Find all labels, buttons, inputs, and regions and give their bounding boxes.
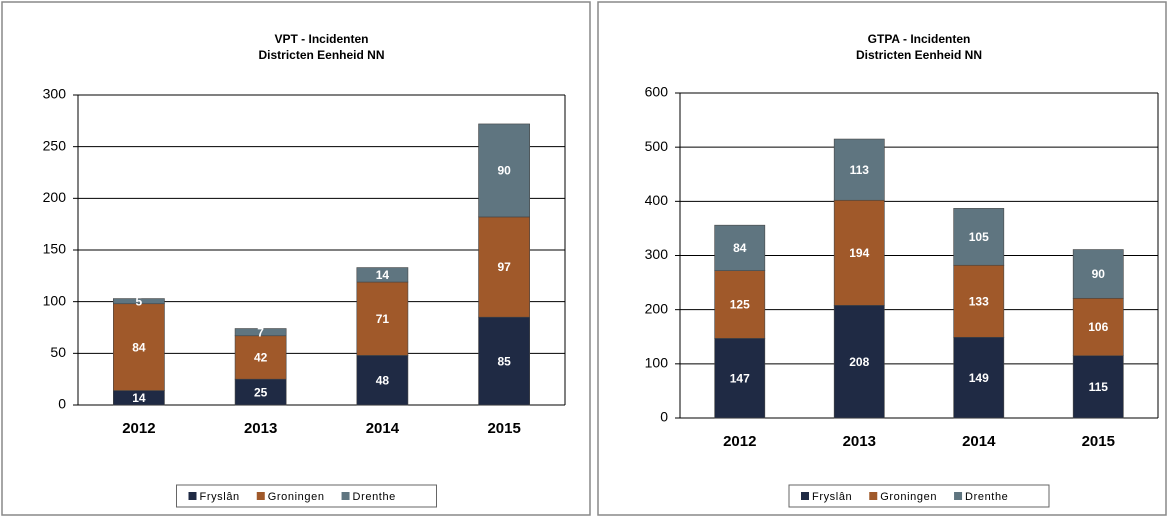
legend-label: Groningen bbox=[268, 491, 325, 503]
bar-segment bbox=[1072, 297, 1124, 357]
bar-segment bbox=[714, 338, 766, 419]
x-tick-label: 2014 bbox=[962, 433, 996, 450]
data-label: 84 bbox=[733, 241, 747, 255]
data-label: 208 bbox=[849, 355, 869, 369]
bar-segment bbox=[234, 335, 287, 380]
data-label: 90 bbox=[497, 164, 511, 178]
chart-subtitle: Districten Eenheid NN bbox=[856, 48, 982, 62]
x-tick-label: 2015 bbox=[1082, 433, 1115, 450]
bar-segment bbox=[714, 224, 766, 271]
data-label: 14 bbox=[132, 391, 146, 405]
legend-label: Drenthe bbox=[353, 491, 396, 503]
y-tick-label: 50 bbox=[50, 344, 66, 360]
bar-segment bbox=[356, 355, 409, 406]
bar-segment bbox=[113, 298, 165, 305]
data-label: 106 bbox=[1088, 320, 1108, 334]
data-label: 25 bbox=[254, 385, 268, 399]
bar-segment bbox=[113, 303, 165, 391]
y-tick-label: 500 bbox=[645, 138, 669, 154]
x-tick-label: 2012 bbox=[723, 433, 756, 450]
data-label: 194 bbox=[849, 246, 869, 260]
data-label: 113 bbox=[850, 163, 870, 177]
legend-swatch bbox=[188, 492, 197, 500]
bar-segment bbox=[833, 305, 885, 419]
data-label: 71 bbox=[376, 312, 390, 326]
y-tick-label: 0 bbox=[660, 409, 668, 425]
data-label: 149 bbox=[969, 371, 989, 385]
bar-segment bbox=[1072, 355, 1124, 419]
legend-swatch bbox=[256, 492, 265, 500]
data-label: 133 bbox=[969, 294, 989, 308]
x-tick-label: 2013 bbox=[843, 433, 876, 450]
legend-swatch bbox=[801, 492, 809, 500]
bar-segment bbox=[953, 336, 1005, 419]
bar-segment bbox=[234, 328, 287, 337]
legend-label: Groningen bbox=[880, 491, 937, 503]
legend-label: Drenthe bbox=[965, 491, 1008, 503]
data-label: 147 bbox=[730, 371, 750, 385]
y-tick-label: 100 bbox=[43, 292, 67, 308]
chart-subtitle: Districten Eenheid NN bbox=[258, 48, 384, 62]
data-label: 14 bbox=[376, 268, 390, 282]
y-tick-label: 200 bbox=[645, 300, 669, 316]
data-label: 48 bbox=[376, 373, 390, 387]
legend-box bbox=[176, 484, 437, 508]
bar-segment bbox=[714, 270, 766, 339]
data-label: 115 bbox=[1089, 380, 1109, 394]
bar-segment bbox=[478, 316, 530, 406]
y-tick-label: 0 bbox=[58, 396, 66, 412]
bar-segment bbox=[833, 199, 885, 306]
x-tick-label: 2013 bbox=[244, 420, 277, 437]
legend-swatch bbox=[341, 492, 350, 500]
data-label: 90 bbox=[1092, 267, 1106, 281]
chart-title: VPT - Incidenten bbox=[274, 32, 368, 46]
y-tick-label: 600 bbox=[645, 84, 669, 100]
y-tick-label: 200 bbox=[43, 189, 67, 205]
data-label: 97 bbox=[497, 260, 511, 274]
data-label: 42 bbox=[254, 351, 268, 365]
x-tick-label: 2015 bbox=[487, 420, 520, 437]
legend-label: Fryslân bbox=[200, 491, 240, 503]
bar-segment bbox=[1072, 249, 1124, 299]
bar-segment bbox=[953, 208, 1005, 266]
data-label: 84 bbox=[132, 340, 146, 354]
bar-segment bbox=[356, 267, 409, 283]
x-tick-label: 2014 bbox=[366, 420, 400, 437]
chart-panel: VPT - Incidenten Districten Eenheid NN 0 50… bbox=[1, 1, 591, 516]
y-tick-label: 150 bbox=[43, 241, 67, 257]
bar-segment bbox=[356, 281, 409, 356]
y-tick-label: 300 bbox=[43, 86, 67, 102]
legend-label: Fryslân bbox=[812, 491, 852, 503]
bar-segment bbox=[234, 378, 287, 406]
y-tick-label: 400 bbox=[645, 192, 669, 208]
bar-segment bbox=[953, 264, 1005, 338]
chart-panel: GTPA - Incidenten Districten Eenheid NN 0 1… bbox=[597, 1, 1167, 516]
data-label: 105 bbox=[969, 230, 989, 244]
bar-segment bbox=[478, 123, 530, 218]
y-tick-label: 100 bbox=[645, 355, 669, 371]
data-label: 7 bbox=[257, 325, 264, 339]
data-label: 125 bbox=[730, 298, 750, 312]
data-label: 85 bbox=[497, 354, 511, 368]
y-tick-label: 250 bbox=[43, 137, 67, 153]
data-label: 5 bbox=[136, 294, 143, 308]
legend-swatch bbox=[954, 492, 963, 500]
legend-box bbox=[788, 484, 1050, 508]
y-tick-label: 300 bbox=[645, 246, 669, 262]
x-tick-label: 2012 bbox=[122, 420, 155, 437]
bar-segment bbox=[833, 138, 885, 201]
legend-swatch bbox=[869, 492, 878, 500]
chart-title: GTPA - Incidenten bbox=[868, 32, 971, 46]
bar-segment bbox=[478, 216, 530, 318]
